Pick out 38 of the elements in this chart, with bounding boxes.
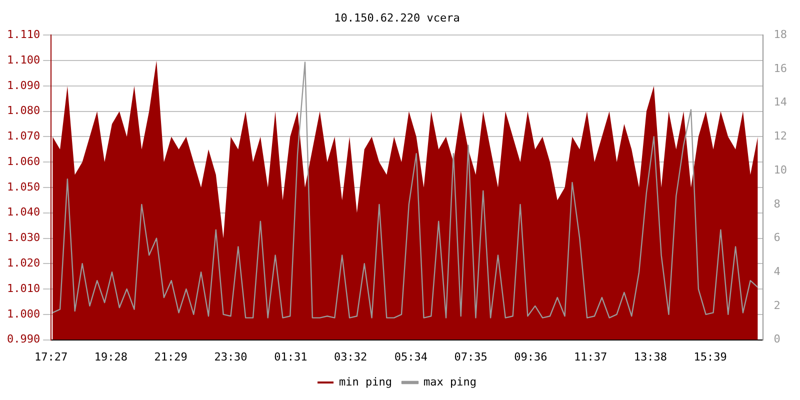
legend-label: max ping [424,375,476,388]
x-tick-label: 19:28 [94,350,128,364]
y2-tick-label: 12 [774,130,788,143]
x-tick-label: 23:30 [214,350,248,364]
y-tick-label: 0.990 [6,332,40,346]
x-tick-label: 21:29 [154,350,188,364]
x-tick-label: 09:36 [514,350,548,364]
y-tick-label: 1.000 [6,307,40,320]
y2-tick-label: 18 [774,28,788,42]
y-tick-label: 1.070 [6,130,40,143]
chart-title: 10.150.62.220 vcera [334,11,460,24]
x-tick-label: 15:39 [694,350,727,364]
x-tick-label: 05:34 [394,350,428,364]
y2-tick-label: 0 [774,332,780,346]
y-tick-label: 1.100 [6,53,40,66]
y2-tick-label: 4 [774,264,781,278]
y-tick-label: 1.080 [6,104,40,118]
y-tick-label: 1.090 [6,78,40,92]
y-tick-label: 1.110 [6,28,40,42]
y2-tick-label: 2 [774,298,780,312]
x-tick-label: 03:32 [334,350,368,364]
y2-tick-label: 6 [774,231,780,244]
y2-tick-label: 16 [774,62,788,75]
y-tick-label: 1.050 [6,180,40,194]
y-tick-label: 1.010 [6,282,40,295]
y-tick-label: 1.040 [6,206,40,219]
x-tick-label: 07:35 [454,350,488,364]
y2-tick-label: 10 [774,163,788,176]
y-tick-label: 1.060 [6,154,40,168]
x-tick-label: 13:38 [634,350,667,364]
x-tick-label: 01:31 [274,350,308,364]
x-tick-label: 17:27 [34,350,68,364]
y2-tick-label: 14 [774,96,788,109]
y-tick-label: 1.020 [6,256,40,270]
x-tick-label: 11:37 [574,350,608,364]
y2-tick-label: 8 [774,197,780,210]
y-tick-label: 1.030 [6,231,40,244]
legend-label: min ping [339,375,392,388]
